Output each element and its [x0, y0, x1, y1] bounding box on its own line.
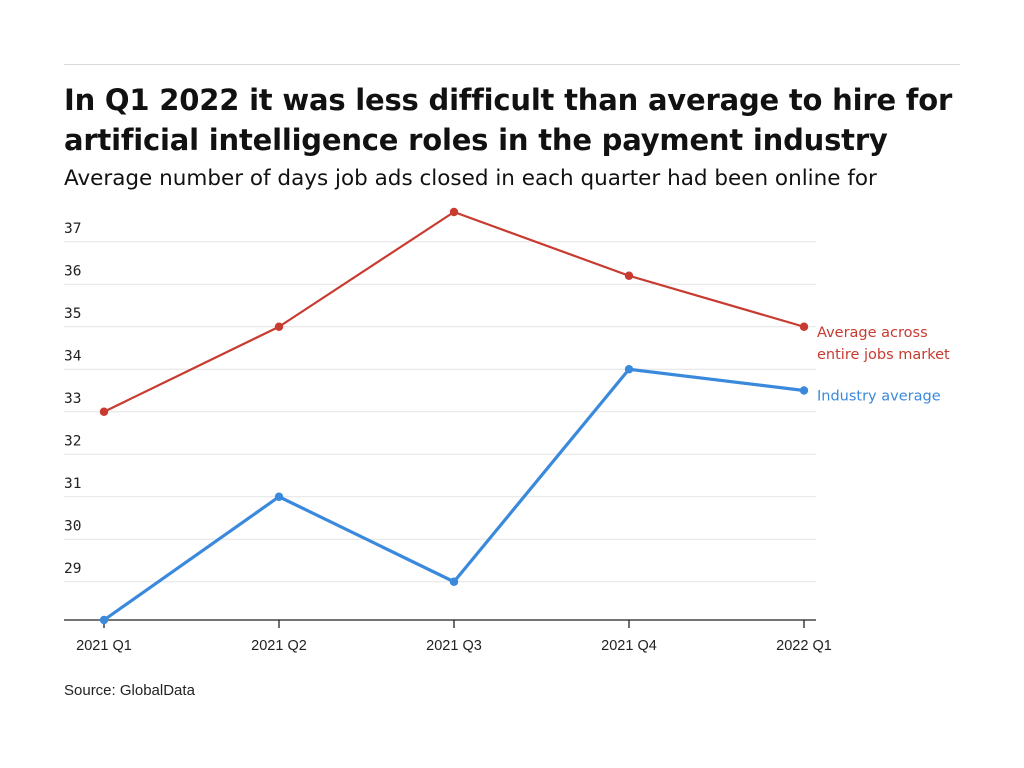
series-label: entire jobs market — [817, 347, 950, 363]
x-tick-label: 2021 Q3 — [426, 638, 482, 654]
chart-subtitle: Average number of days job ads closed in… — [64, 166, 877, 191]
series-label: Industry average — [817, 389, 941, 405]
series-lines — [99, 207, 809, 625]
data-point — [99, 407, 109, 416]
top-rule — [64, 64, 960, 65]
data-point — [449, 207, 459, 217]
data-point — [624, 271, 634, 280]
y-tick-label: 36 — [64, 263, 81, 279]
y-tick-label: 33 — [64, 391, 81, 407]
data-point — [449, 577, 459, 586]
grid-lines — [64, 241, 816, 583]
y-tick-label: 32 — [64, 433, 81, 449]
data-point — [799, 386, 809, 395]
y-tick-label: 30 — [64, 518, 81, 534]
data-point — [799, 322, 809, 331]
data-point — [274, 492, 284, 501]
y-tick-label: 29 — [64, 561, 81, 577]
data-point — [99, 615, 109, 625]
chart-title: In Q1 2022 it was less difficult than av… — [64, 83, 953, 157]
x-axis: 2021 Q1 2021 Q2 2021 Q3 2021 Q4 2022 Q1 — [64, 619, 832, 654]
data-point — [274, 322, 284, 331]
x-tick-label: 2021 Q2 — [251, 638, 307, 654]
data-point — [624, 365, 634, 374]
y-tick-label: 37 — [64, 221, 81, 237]
series-label: Average across — [817, 325, 928, 341]
y-axis-ticks: 29 30 31 32 33 34 35 36 37 — [64, 221, 82, 577]
y-tick-label: 35 — [64, 306, 81, 322]
series-labels: Average across entire jobs market Industry… — [817, 325, 950, 405]
x-tick-label: 2021 Q1 — [76, 638, 132, 654]
x-tick-label: 2022 Q1 — [776, 638, 832, 654]
y-tick-label: 31 — [64, 476, 81, 492]
source-note: Source: GlobalData — [64, 682, 195, 699]
y-tick-label: 34 — [64, 348, 82, 364]
x-tick-label: 2021 Q4 — [601, 638, 657, 654]
